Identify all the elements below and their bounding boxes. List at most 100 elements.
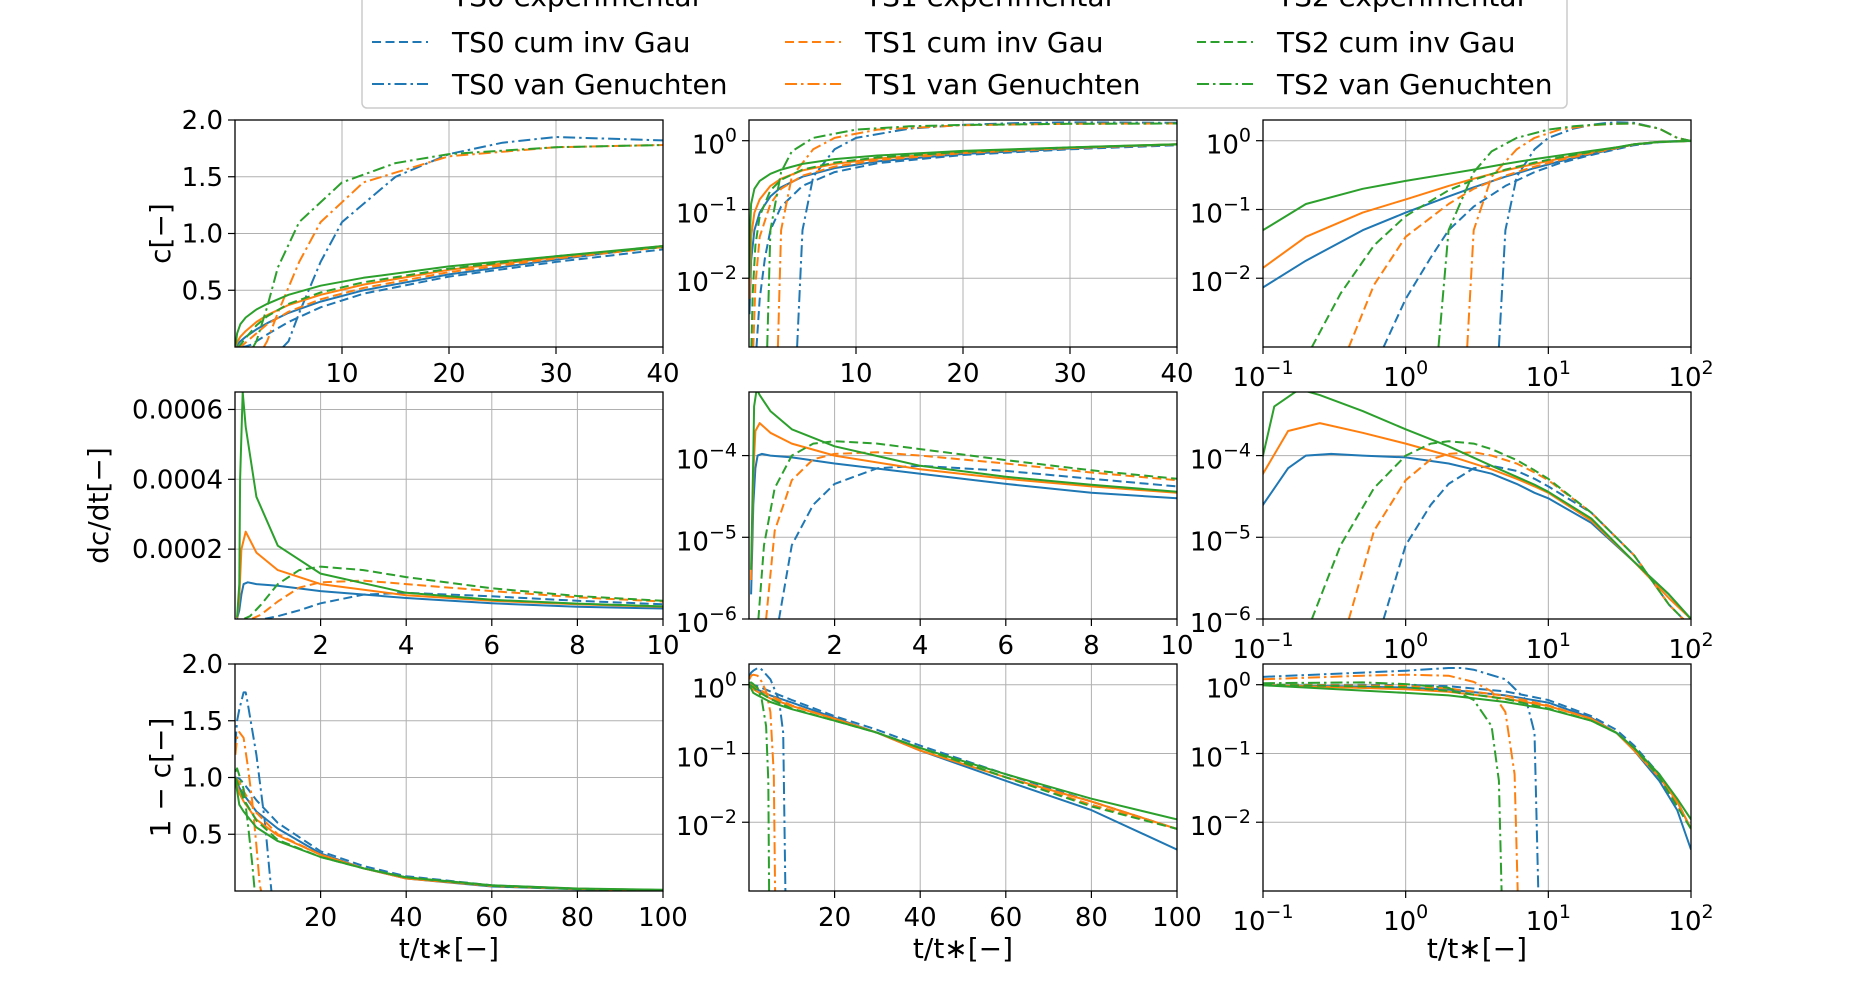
x-tick-label: 2	[312, 631, 329, 661]
series-group	[749, 121, 1177, 347]
series-line	[778, 464, 1177, 619]
x-tick-label: 102	[1668, 357, 1713, 393]
axes-frame	[748, 119, 1178, 348]
series-line	[236, 246, 663, 347]
axes-frame	[1262, 119, 1692, 348]
legend-label: TS0 cum inv Gau	[451, 26, 691, 59]
y-tick-label: 0.0006	[132, 395, 223, 425]
subplot-r2-c2: 10−1 100 101 102 10−2 10−1 100	[1190, 663, 1714, 937]
x-tick-label: 6	[998, 631, 1015, 661]
series-line	[765, 451, 1177, 619]
legend-label: TS2 cum inv Gau	[1276, 26, 1516, 59]
y-axis-label: dc/dt[−]	[82, 447, 115, 564]
x-tick-label: 10	[646, 631, 679, 661]
x-tick-label: 10−1	[1232, 357, 1293, 393]
series-line	[282, 136, 663, 347]
x-tick-label: 100	[638, 903, 688, 933]
y-tick-label: 2.0	[182, 650, 223, 680]
series-group	[235, 691, 663, 891]
series-line	[1437, 122, 1691, 347]
x-tick-label: 2	[826, 631, 843, 661]
axes-frame	[234, 391, 664, 620]
subplot-r1-c1: 2 4 6 8 10 10−6 10−5 10−4	[676, 391, 1194, 661]
series-line	[235, 777, 663, 891]
series-group	[235, 136, 663, 347]
series-line	[776, 122, 1177, 347]
series-line	[749, 684, 1177, 830]
x-tick-label: 40	[390, 903, 423, 933]
series-line	[263, 144, 663, 347]
series-line	[755, 144, 1177, 347]
y-axis-label: 1 − c[−]	[144, 718, 177, 838]
series-line	[1263, 139, 1691, 289]
legend-label: TS2 experimental	[1276, 0, 1524, 13]
y-tick-label: 1.0	[182, 764, 223, 794]
series-line	[1311, 140, 1691, 347]
series-line	[749, 684, 1177, 851]
series-line	[749, 673, 777, 891]
y-tick-label: 100	[1206, 669, 1251, 705]
x-tick-label: 100	[1383, 629, 1428, 665]
y-tick-label: 10−1	[1190, 737, 1251, 773]
y-tick-label: 10−2	[1190, 806, 1251, 842]
series-line	[749, 143, 1177, 315]
series-line	[749, 143, 1177, 279]
legend: TS0 experimental TS0 cum inv Gau TS0 van G…	[361, 0, 1568, 109]
axes-frame	[234, 119, 664, 348]
legend-label: TS0 van Genuchten	[451, 68, 727, 101]
series-line	[1263, 667, 1540, 891]
x-tick-label: 101	[1526, 901, 1571, 937]
subplot-r0-c1: 10 20 30 40 10−2 10−1 100	[676, 119, 1194, 389]
series-line	[1347, 140, 1691, 347]
x-tick-label: 10	[839, 359, 872, 389]
x-tick-label: 6	[484, 631, 501, 661]
y-tick-label: 100	[692, 669, 737, 705]
series-line	[750, 422, 1177, 581]
series-group	[1263, 667, 1691, 891]
x-tick-label: 20	[432, 359, 465, 389]
axes-frame	[1262, 663, 1692, 892]
y-tick-label: 10−6	[1190, 603, 1251, 639]
series-line	[749, 667, 787, 891]
x-tick-label: 60	[475, 903, 508, 933]
subplot-r1-c2: 10−1 100 101 102 10−6 10−5 10−4	[1190, 391, 1714, 665]
y-tick-label: 10−1	[676, 737, 737, 773]
x-tick-label: 40	[1160, 359, 1193, 389]
legend-frame	[361, 0, 1568, 109]
y-tick-label: 0.5	[182, 276, 223, 306]
series-line	[264, 591, 663, 619]
series-line	[749, 683, 1177, 830]
series-group	[749, 667, 1177, 891]
y-tick-label: 10−1	[1190, 193, 1251, 229]
y-tick-label: 10−5	[1190, 521, 1251, 557]
x-tick-label: 101	[1526, 357, 1571, 393]
x-tick-label: 100	[1152, 903, 1202, 933]
subplot-r2-c1: 20 40 60 80 100 10−2 10−1 100	[676, 663, 1202, 933]
y-tick-label: 100	[692, 125, 737, 161]
series-group	[236, 392, 663, 619]
legend-label: TS2 van Genuchten	[1276, 68, 1552, 101]
x-tick-label: 80	[561, 903, 594, 933]
subplot-r2-c0: 20 40 60 80 100 0.5 1.0 1.5 2.0	[182, 650, 688, 933]
legend-label: TS1 van Genuchten	[864, 68, 1140, 101]
series-line	[766, 122, 1177, 347]
series-line	[1310, 440, 1685, 619]
x-tick-label: 100	[1383, 901, 1428, 937]
series-line	[235, 244, 663, 347]
series-line	[243, 565, 663, 619]
axes-frame	[1262, 391, 1692, 620]
series-group	[750, 392, 1177, 619]
legend-label: TS0 experimental	[451, 0, 699, 13]
series-line	[796, 121, 1177, 347]
y-tick-label: 10−2	[676, 262, 737, 298]
series-line	[252, 144, 663, 347]
y-axis-label: c[−]	[144, 203, 177, 264]
x-tick-label: 40	[646, 359, 679, 389]
series-line	[749, 683, 1177, 830]
series-line	[750, 452, 1177, 595]
x-tick-label: 102	[1668, 901, 1713, 937]
x-tick-label: 20	[946, 359, 979, 389]
y-tick-label: 10−2	[676, 806, 737, 842]
x-tick-label: 20	[304, 903, 337, 933]
series-line	[236, 530, 663, 619]
